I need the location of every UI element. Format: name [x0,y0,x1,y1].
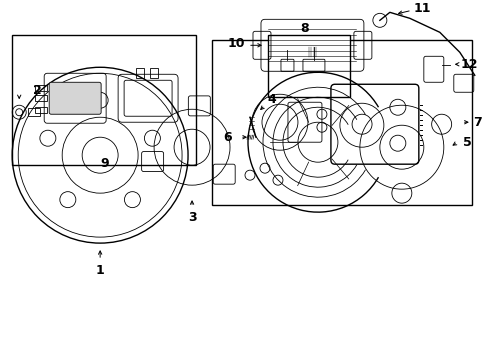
Bar [35,107,47,113]
Text: 7: 7 [472,116,481,129]
Text: 4: 4 [267,93,276,106]
Bar [35,85,47,91]
Text: 9: 9 [101,157,109,170]
Bar [150,68,158,78]
Text: 8: 8 [300,22,308,35]
Text: 5: 5 [463,136,471,149]
Text: 12: 12 [460,58,478,71]
Text: 11: 11 [412,2,430,15]
Bar [212,40,471,205]
Bar [267,35,349,97]
Bar [28,108,40,116]
Text: 10: 10 [227,37,244,50]
Text: 1: 1 [96,264,104,276]
Text: 3: 3 [187,211,196,224]
Bar [136,68,144,78]
Text: 6: 6 [223,131,232,144]
Bar [12,35,196,165]
Bar [35,95,47,101]
Text: 2: 2 [33,84,41,97]
FancyBboxPatch shape [49,82,101,114]
